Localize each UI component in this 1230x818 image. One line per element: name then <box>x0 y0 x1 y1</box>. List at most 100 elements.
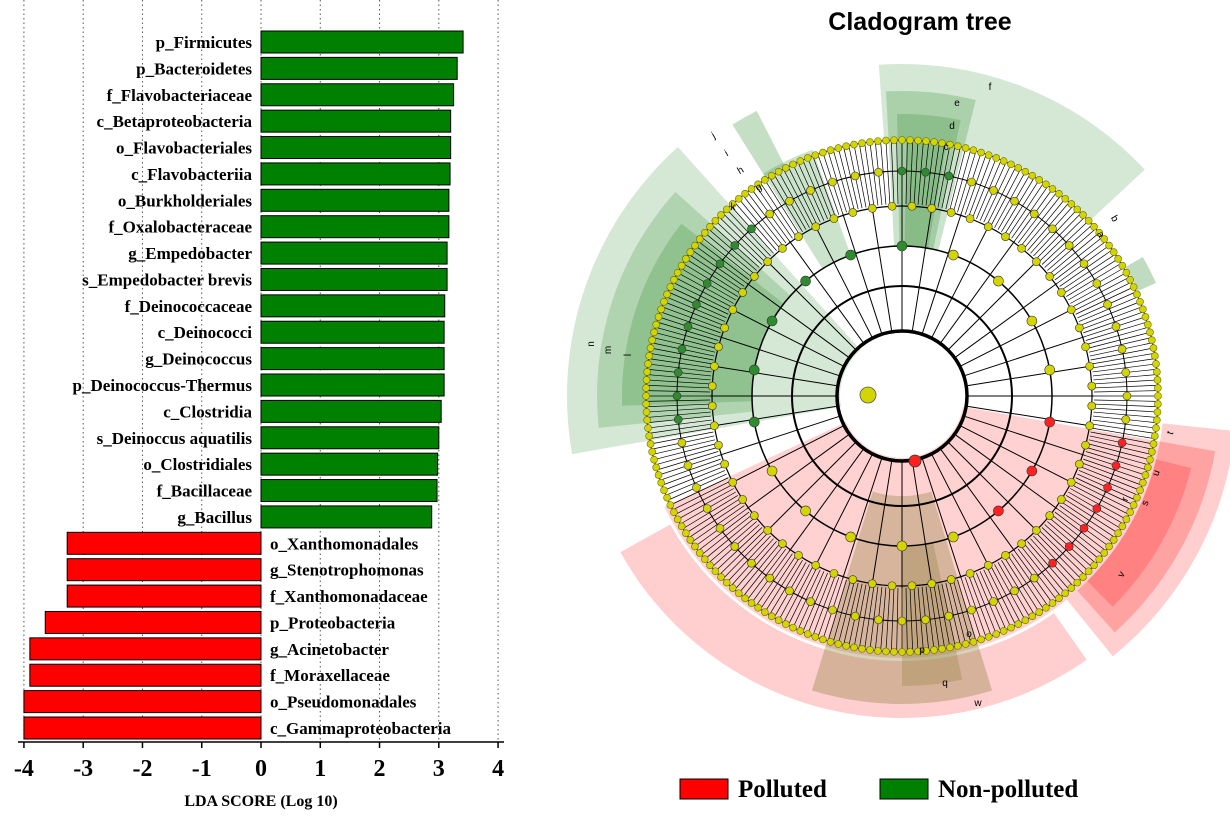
tree-node <box>789 160 797 169</box>
tree-branch <box>1020 195 1062 246</box>
tree-branch <box>869 141 879 206</box>
tree-node <box>834 640 843 648</box>
tree-node <box>930 138 938 146</box>
tree-node <box>922 647 930 655</box>
tree-branch <box>911 460 933 586</box>
tree-branch <box>1036 532 1082 580</box>
tree-branch <box>704 232 755 274</box>
tree-branch <box>760 555 797 610</box>
tree-node <box>1073 578 1082 587</box>
tree-node <box>645 432 653 440</box>
tree-branch <box>672 481 731 511</box>
tree-branch <box>911 206 933 332</box>
tree-branch <box>769 176 803 232</box>
tree-node <box>896 540 908 552</box>
legend-label: Polluted <box>738 776 827 803</box>
tree-node <box>1029 209 1039 219</box>
tree-branch <box>925 141 935 206</box>
tree-node <box>1028 171 1037 180</box>
tree-node <box>650 328 658 337</box>
tree-node <box>717 573 725 581</box>
tree-node <box>908 454 922 468</box>
tree-branch <box>959 425 1074 484</box>
tree-branch <box>858 143 871 207</box>
tree-node <box>657 478 665 487</box>
tree-node <box>695 549 704 557</box>
tree-branch <box>963 336 1085 377</box>
tree-branch <box>665 470 726 496</box>
tree-branch <box>646 403 711 408</box>
tree-node <box>1001 232 1010 241</box>
tree-node <box>858 139 866 147</box>
category-label: f_Oxalobacteraceae <box>109 218 253 237</box>
bar <box>260 320 445 344</box>
tree-branch <box>1017 548 1058 601</box>
tree-node <box>774 616 783 625</box>
category-label: c_Clostridia <box>163 402 252 421</box>
category-label: o_Xanthomonadales <box>270 534 419 553</box>
tree-branch <box>964 577 987 638</box>
tree-branch <box>726 209 771 257</box>
tree-node <box>921 615 930 625</box>
category-label: c_Gammaproteobacteria <box>270 719 451 738</box>
tree-branch <box>1071 484 1130 515</box>
tree-node <box>1122 268 1131 277</box>
tree-node <box>642 392 650 400</box>
tree-node <box>803 630 812 638</box>
tree-node <box>1133 290 1141 299</box>
tree-node <box>720 323 729 333</box>
tree-branch <box>905 140 908 205</box>
tree-node <box>842 142 850 150</box>
bar <box>260 399 442 423</box>
tree-node <box>946 208 956 217</box>
tree-branch <box>730 425 845 484</box>
tree-node <box>1048 558 1057 568</box>
tree-branch <box>832 149 851 212</box>
tree-node <box>921 167 930 177</box>
tree-branch <box>1080 466 1141 491</box>
tree-branch <box>929 142 940 207</box>
tree-node <box>702 504 712 513</box>
tree-node <box>965 569 975 578</box>
category-label: g_Bacillus <box>177 508 252 527</box>
tree-node <box>735 589 743 598</box>
tree-branch <box>646 390 711 393</box>
tree-branch <box>880 140 887 205</box>
tree-node <box>706 222 714 231</box>
tree-node <box>785 196 794 206</box>
tree-branch <box>1078 470 1139 496</box>
tree-branch <box>1091 358 1156 369</box>
tree-node <box>1122 515 1131 524</box>
tree-branch <box>1063 258 1119 294</box>
tree-node <box>670 275 678 284</box>
tree-node <box>944 611 954 621</box>
tree-node <box>845 531 856 543</box>
tree-node <box>1111 461 1121 470</box>
bar <box>260 188 450 212</box>
tree-branch <box>1024 543 1066 594</box>
tree-node <box>867 204 877 213</box>
tree-node <box>1057 495 1066 504</box>
tree-node <box>666 283 675 291</box>
tree-branch <box>812 575 836 637</box>
tree-branch <box>966 405 1092 427</box>
tree-branch <box>842 213 883 335</box>
tree-node <box>907 581 917 591</box>
tree-branch <box>677 272 734 304</box>
tree-branch <box>1036 212 1082 260</box>
tree-node <box>642 384 650 392</box>
tree-node <box>673 415 683 424</box>
tree-node <box>850 140 858 149</box>
tree-node <box>1079 211 1087 219</box>
tree-branch <box>802 159 828 220</box>
tree-node <box>1007 623 1015 632</box>
tree-branch <box>1033 209 1078 257</box>
category-label: o_Pseudomonadales <box>270 693 417 712</box>
tree-branch <box>917 587 924 652</box>
tree-node <box>700 555 709 563</box>
tree-branch <box>1007 182 1044 237</box>
tree-node <box>692 483 701 492</box>
tree-branch <box>1087 443 1151 461</box>
tree-node <box>700 229 709 237</box>
lda-chart: -4 -3 -2 -1 0 1 2 3 4 o_Xanthomonadales g_Stenotro… <box>14 0 504 782</box>
